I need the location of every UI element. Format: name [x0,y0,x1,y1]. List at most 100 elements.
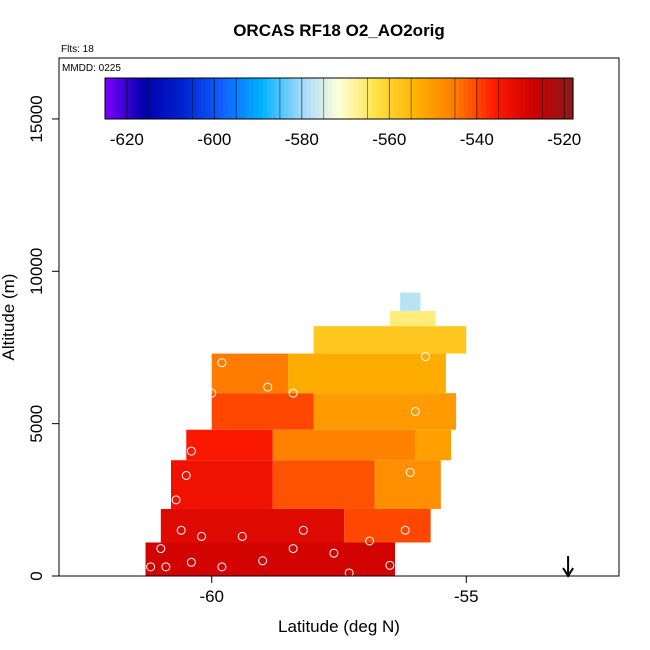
sample-point [258,556,268,566]
colorbar-swatch [538,78,543,119]
colorbar-swatch [231,78,237,119]
colorbar-swatch [209,78,215,119]
colorbar-swatch [271,78,277,119]
sample-point [365,536,375,546]
colorbar-swatch [284,78,290,119]
colorbar-swatch [564,78,570,119]
colorbar-swatch [415,78,421,119]
y-tick-label: 5000 [27,405,46,443]
colorbar-swatch [188,78,194,119]
colorbar-tick-label: -580 [285,130,319,149]
sample-point [471,355,481,365]
heatmap-cell [145,542,395,576]
colorbar-swatch [551,78,557,119]
colorbar-swatch [376,78,382,119]
heatmap-cell [344,508,431,543]
sample-point [421,352,431,362]
y-tick-label: 10000 [27,248,46,295]
colorbar-swatch [363,78,369,119]
colorbar-swatch [437,78,443,119]
colorbar-swatch [105,78,110,119]
colorbar-swatch [118,78,124,119]
colorbar-swatch [109,78,115,119]
colorbar-swatch [332,78,338,119]
colorbar-swatch [240,78,246,119]
mmdd-note: MMDD: 0225 [62,63,121,74]
colorbar-swatch [446,78,452,119]
colorbar-swatch [122,78,128,119]
colorbar-swatch [411,78,417,119]
colorbar-swatch [419,78,425,119]
colorbar-tick-label: -620 [110,130,144,149]
colorbar-swatch [153,78,159,119]
colorbar-swatch [507,78,513,119]
colorbar-swatch [468,78,474,119]
colorbar-swatch [144,78,150,119]
sample-point [237,531,247,541]
colorbar-swatch [253,78,259,119]
arrow-head [562,567,574,578]
sample-point [288,388,298,398]
sample-point [171,495,181,505]
colorbar-swatch [555,78,561,119]
colorbar-swatch [354,78,360,119]
chart-title: ORCAS RF18 O2_AO2orig [233,21,445,40]
colorbar-swatch [113,78,119,119]
colorbar-swatch [516,78,522,119]
colorbar-ticks: -620 -600 -580 -560 -540 -520 [110,78,581,149]
heatmap-cell [211,393,314,430]
colorbar-swatch [441,78,447,119]
colorbar-swatch [170,78,176,119]
colorbar-swatch [349,78,355,119]
colorbar-swatch [406,78,412,119]
colorbar: -620 -600 -580 -560 -540 -520 [104,77,581,149]
colorbar-swatch [196,78,202,119]
colorbar-swatch [520,78,526,119]
sample-point [395,568,405,578]
colorbar-swatch [380,78,386,119]
colorbar-swatch [236,78,242,119]
colorbar-swatch [559,78,565,119]
colorbar-swatch [201,78,207,119]
colorbar-swatch [288,78,294,119]
flights-note: Flts: 18 [61,44,94,55]
colorbar-swatch [428,78,434,119]
sample-point [186,557,196,567]
heatmap-cell [186,429,273,461]
colorbar-swatch [503,78,508,119]
y-tick-label: 15000 [27,95,46,142]
sample-point [217,358,227,368]
colorbar-swatch [358,78,364,119]
colorbar-swatch [275,78,281,119]
heatmap-cell [288,353,446,394]
sample-point [288,544,298,554]
colorbar-swatch [328,78,334,119]
colorbar-swatch [174,78,180,119]
colorbar-tick-label: -600 [197,130,231,149]
colorbar-swatch [402,78,408,119]
colorbar-swatch [179,78,185,119]
colorbar-swatch [319,78,325,119]
colorbar-swatch [393,78,399,119]
sample-point [161,562,171,572]
colorbar-swatch [542,78,548,119]
heatmap-cell [272,460,375,509]
sample-point [217,562,227,572]
sample-point [263,382,273,392]
y-axis-label: Altitude (m) [0,274,18,361]
sample-point [400,525,410,535]
colorbar-swatch [459,78,465,119]
colorbar-swatch [454,78,460,119]
colorbar-swatch [367,78,373,119]
heatmap-cell [171,460,273,509]
x-tick-label: -55 [454,587,479,606]
colorbar-cells [105,78,574,119]
colorbar-swatch [126,78,132,119]
heatmap-cell [400,292,421,311]
sample-point [405,467,415,477]
colorbar-swatch [568,78,574,119]
colorbar-swatch [323,78,329,119]
colorbar-swatch [529,78,535,119]
colorbar-swatch [511,78,517,119]
